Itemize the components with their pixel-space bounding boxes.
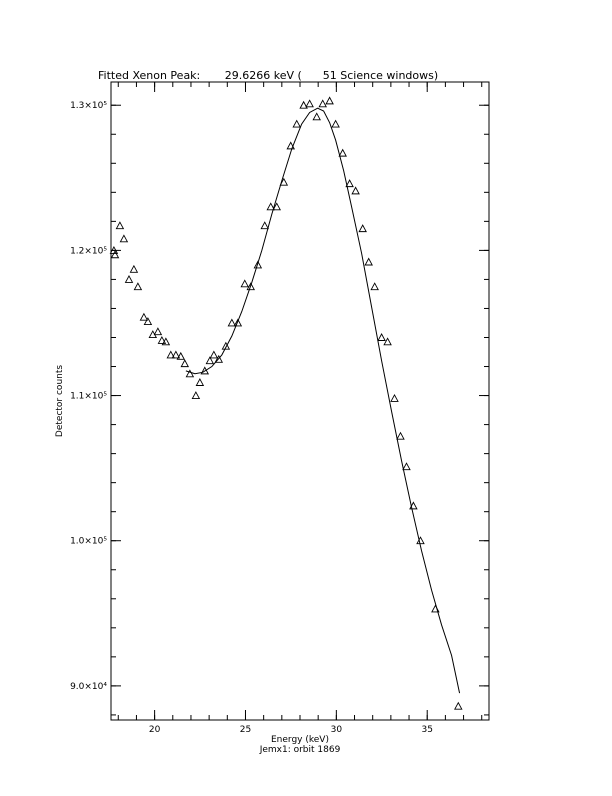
data-point (364, 257, 373, 266)
data-point (279, 177, 289, 186)
data-point (338, 148, 347, 157)
x-axis-label: Energy (keV) (271, 735, 329, 745)
data-point (161, 337, 171, 346)
data-point (454, 701, 463, 710)
data-point (312, 112, 321, 121)
data-point (185, 369, 195, 378)
data-point (233, 318, 243, 327)
data-point (370, 282, 379, 291)
data-point (331, 119, 340, 128)
data-point (200, 366, 210, 375)
data-point (325, 96, 334, 105)
y-tick-label: 1.0×10⁵ (70, 537, 107, 547)
data-point (299, 100, 308, 109)
chart-subtitle: Jemx1: orbit 1869 (259, 745, 341, 755)
data-point (253, 260, 263, 269)
data-point (221, 341, 231, 350)
data-point (180, 359, 190, 368)
data-point (266, 202, 275, 211)
data-point (143, 317, 153, 325)
data-point (272, 202, 281, 211)
data-point (195, 378, 205, 386)
data-point (416, 536, 425, 545)
y-tick-label: 1.2×10⁵ (70, 246, 107, 256)
data-point (124, 274, 134, 283)
data-point (390, 394, 399, 402)
plot-frame (110, 81, 490, 721)
data-point (345, 179, 354, 188)
x-tick-label: 25 (240, 725, 251, 735)
data-point (129, 264, 139, 273)
data-point (119, 234, 129, 243)
data-point (383, 337, 392, 346)
data-point (246, 282, 256, 291)
y-tick-label: 1.1×10⁵ (70, 392, 107, 402)
data-point (402, 462, 411, 471)
y-tick-label: 9.0×10⁴ (70, 682, 107, 692)
data-point (171, 350, 181, 359)
data-point (292, 119, 301, 128)
fit-line (185, 107, 461, 694)
data-point (351, 186, 360, 195)
data-point (110, 250, 120, 259)
data-point (139, 312, 149, 321)
data-point (240, 279, 250, 288)
data-point (358, 224, 367, 233)
x-tick-label: 30 (331, 725, 343, 735)
data-point (133, 282, 143, 291)
y-tick-label: 1.3×10⁵ (70, 101, 107, 111)
data-point (227, 318, 237, 327)
data-point (166, 350, 176, 359)
data-point (396, 431, 405, 440)
data-point (191, 391, 201, 400)
data-point (305, 99, 314, 108)
x-tick-label: 20 (149, 725, 161, 735)
data-point (153, 327, 163, 336)
data-point (214, 354, 224, 363)
data-point (176, 351, 186, 360)
data-point (318, 99, 327, 108)
data-point (205, 356, 215, 365)
chart-title: Fitted Xenon Peak: 29.6266 keV ( 51 Scie… (98, 69, 438, 82)
data-point (115, 221, 125, 230)
data-point (260, 221, 269, 230)
data-point (209, 350, 219, 359)
y-axis-label: Detector counts (55, 365, 65, 437)
data-point (286, 141, 295, 150)
x-tick-label: 35 (421, 725, 432, 735)
data-point (157, 335, 167, 344)
data-point (377, 333, 386, 341)
